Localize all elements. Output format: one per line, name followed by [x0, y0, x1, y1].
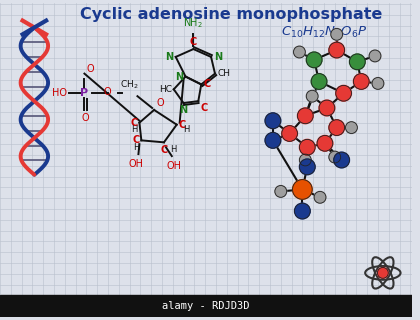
- Text: N: N: [165, 52, 173, 62]
- Text: HO: HO: [52, 88, 67, 98]
- Circle shape: [349, 54, 365, 70]
- Circle shape: [275, 186, 287, 197]
- Text: O: O: [81, 113, 89, 123]
- Text: N: N: [176, 72, 184, 82]
- Text: alamy - RDJD3D: alamy - RDJD3D: [163, 301, 250, 311]
- Circle shape: [329, 151, 341, 163]
- Text: O: O: [103, 87, 111, 97]
- Text: N: N: [179, 105, 188, 115]
- Text: NH$_2$: NH$_2$: [184, 17, 203, 30]
- Text: H: H: [170, 145, 176, 154]
- Circle shape: [331, 28, 343, 40]
- Text: Cyclic adenosine monophosphate: Cyclic adenosine monophosphate: [79, 7, 382, 22]
- Circle shape: [306, 52, 322, 68]
- Circle shape: [299, 154, 311, 166]
- Circle shape: [306, 90, 318, 102]
- Circle shape: [319, 100, 335, 116]
- Bar: [0, 295, 412, 317]
- Text: C: C: [160, 145, 168, 155]
- Circle shape: [314, 191, 326, 203]
- Text: C: C: [132, 135, 139, 145]
- Text: N: N: [214, 52, 222, 62]
- Circle shape: [329, 120, 344, 135]
- Text: C: C: [200, 103, 207, 113]
- Text: C: C: [203, 79, 210, 89]
- Text: CH$_2$: CH$_2$: [120, 79, 139, 91]
- Text: O: O: [87, 64, 94, 74]
- Circle shape: [329, 42, 344, 58]
- Text: OH: OH: [129, 159, 144, 169]
- Text: C: C: [190, 37, 197, 47]
- Text: HC: HC: [159, 85, 172, 94]
- Text: OH: OH: [166, 161, 181, 171]
- Circle shape: [293, 180, 312, 199]
- Text: H: H: [133, 143, 139, 152]
- Circle shape: [299, 140, 315, 155]
- Circle shape: [336, 85, 352, 101]
- Text: H: H: [184, 125, 190, 134]
- Circle shape: [299, 159, 315, 175]
- Text: O: O: [156, 98, 164, 108]
- Text: P: P: [80, 88, 89, 98]
- Circle shape: [346, 122, 357, 133]
- Circle shape: [265, 113, 281, 129]
- Circle shape: [282, 126, 297, 141]
- Circle shape: [353, 74, 369, 89]
- Circle shape: [265, 132, 281, 148]
- Circle shape: [294, 203, 310, 219]
- Text: CH: CH: [218, 69, 231, 78]
- Circle shape: [317, 135, 333, 151]
- Text: C: C: [178, 120, 186, 130]
- Circle shape: [372, 77, 384, 89]
- Circle shape: [334, 152, 349, 168]
- Text: H: H: [131, 125, 137, 134]
- Circle shape: [311, 74, 327, 89]
- Text: C: C: [130, 118, 137, 128]
- Text: $C_{10}H_{12}N_5O_6P$: $C_{10}H_{12}N_5O_6P$: [281, 25, 367, 40]
- Circle shape: [294, 46, 305, 58]
- Circle shape: [369, 50, 381, 62]
- Circle shape: [378, 268, 388, 278]
- Circle shape: [297, 108, 313, 124]
